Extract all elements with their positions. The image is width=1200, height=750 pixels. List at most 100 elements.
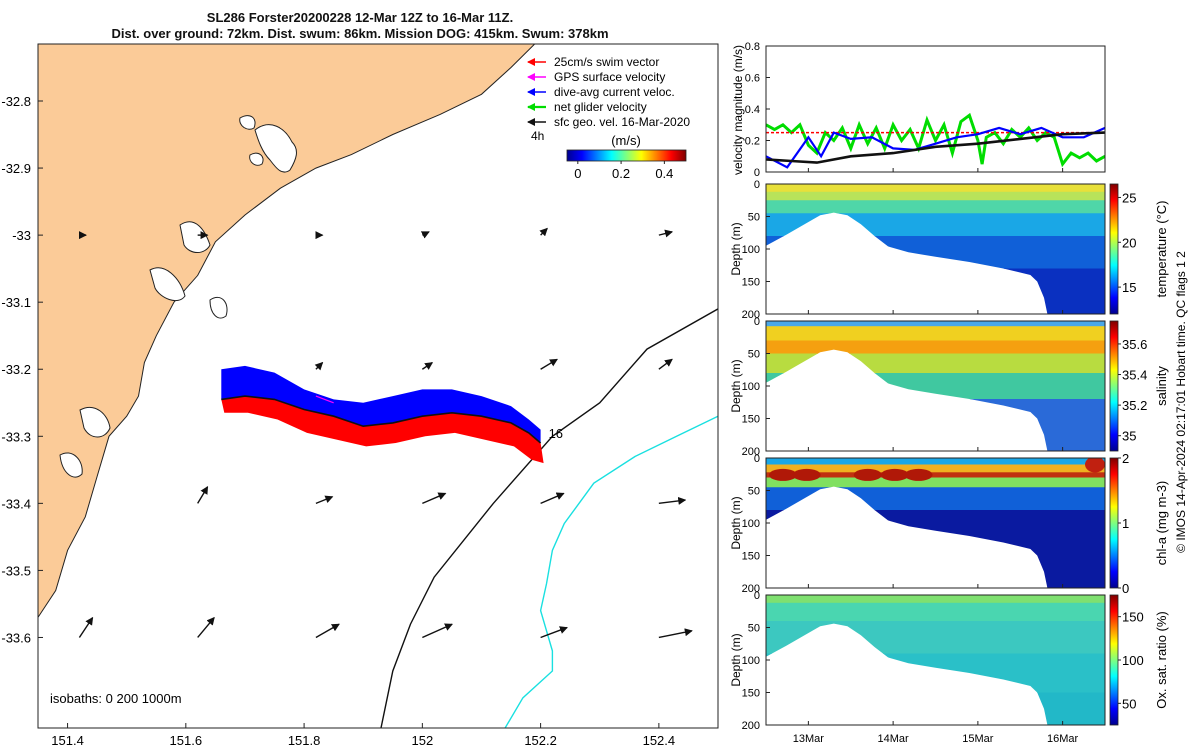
section-y-tick-label: 100 bbox=[742, 381, 760, 393]
section-panel-chl-a: 0 50 100 150 200 Depth (m) 0 1 2 chl-a (mg m-3) bbox=[729, 451, 1169, 596]
section-colorbar bbox=[1109, 594, 1119, 726]
section-y-tick-label: 200 bbox=[742, 583, 760, 595]
section-band bbox=[766, 184, 1105, 193]
map-y-tick-label: -33.6 bbox=[1, 630, 31, 645]
section-panel-salinity: 0 50 100 150 200 Depth (m) 35 35.2 35.4 35.6 salin… bbox=[729, 316, 1169, 458]
legend-dive-avg-label: dive-avg current veloc. bbox=[554, 85, 675, 99]
figure-title-line1: SL286 Forster20200228 12-Mar 12Z to 16-M… bbox=[206, 10, 514, 25]
section-band bbox=[766, 477, 1105, 488]
section-y-label: Depth (m) bbox=[729, 633, 743, 686]
map-colorbar: (m/s) 0 0.2 0.4 bbox=[566, 133, 687, 181]
map-x-tick-label: 152.2 bbox=[524, 733, 557, 748]
geo-velocity-arrow bbox=[658, 496, 687, 505]
time-step-label: 4h bbox=[531, 129, 544, 143]
isobath-1000m bbox=[504, 415, 718, 728]
velocity-panel-background bbox=[766, 46, 1105, 172]
dive-avg-current-swath bbox=[221, 365, 541, 443]
section-colorbar-tick-label: 35.2 bbox=[1122, 398, 1147, 413]
section-colorbar-tick-label: 2 bbox=[1122, 451, 1129, 466]
map-y-tick-label: -33.4 bbox=[1, 496, 31, 511]
map-legend: 25cm/s swim vector GPS surface velocity … bbox=[527, 55, 690, 143]
gps-velocity-vector bbox=[315, 395, 334, 404]
section-colorbar-tick-label: 1 bbox=[1122, 516, 1129, 531]
estuary-inlets bbox=[59, 115, 297, 478]
legend-net-velocity-label: net glider velocity bbox=[554, 100, 647, 114]
section-colorbar-tick-label: 25 bbox=[1122, 190, 1136, 205]
velocity-series-line bbox=[766, 112, 1105, 168]
map-y-axis: -32.8 -32.9 -33 -33.1 -33.2 -33.3 -33.4 -33.5 -3… bbox=[1, 94, 43, 645]
track-end-label: 16 bbox=[549, 426, 563, 441]
geo-velocity-arrow bbox=[314, 361, 324, 371]
geo-velocity-arrow bbox=[540, 358, 558, 370]
section-band bbox=[766, 464, 1105, 473]
isobath-200m bbox=[380, 308, 718, 728]
legend-swim-vector-label: 25cm/s swim vector bbox=[554, 55, 659, 69]
velocity-y-tick-label: 0 bbox=[754, 167, 760, 179]
geo-velocity-arrow bbox=[421, 362, 434, 370]
section-band bbox=[766, 458, 1105, 465]
section-band bbox=[766, 200, 1105, 214]
map-x-tick-label: 151.6 bbox=[170, 733, 203, 748]
velocity-y-label: velocity magnitude (m/s) bbox=[731, 45, 745, 175]
section-y-tick-label: 0 bbox=[754, 179, 760, 191]
geo-velocity-arrow bbox=[540, 492, 565, 504]
map-x-axis: 151.4 151.6 151.8 152 152.2 152.4 bbox=[51, 723, 675, 748]
section-y-tick-label: 150 bbox=[742, 414, 760, 426]
map-y-tick-label: -33.5 bbox=[1, 563, 31, 578]
section-band bbox=[766, 595, 1105, 604]
map-y-tick-label: -33.1 bbox=[1, 295, 31, 310]
section-band bbox=[766, 326, 1105, 341]
chl-max-patch bbox=[853, 468, 882, 481]
map-x-tick-label: 152 bbox=[411, 733, 433, 748]
section-x-tick-label: 13Mar bbox=[793, 733, 825, 745]
section-y-tick-label: 100 bbox=[742, 244, 760, 256]
velocity-series bbox=[766, 112, 1105, 169]
geo-velocity-arrow bbox=[420, 231, 430, 239]
map-y-tick-label: -32.9 bbox=[1, 161, 31, 176]
section-panel-oxygen: 0 50 100 150 200 Depth (m) 50 100 150 Ox. sat. ra… bbox=[729, 590, 1169, 732]
section-colorbar-tick-label: 150 bbox=[1122, 610, 1144, 625]
section-colorbar bbox=[1109, 457, 1119, 589]
section-colorbar-label: chl-a (mg m-3) bbox=[1154, 481, 1169, 566]
isobaths-label: isobaths: 0 200 1000m bbox=[50, 691, 182, 706]
legend-geo-velocity-label: sfc geo. vel. 16-Mar-2020 bbox=[554, 115, 690, 129]
section-colorbar-label: Ox. sat. ratio (%) bbox=[1154, 611, 1169, 709]
section-colorbar-tick-label: 100 bbox=[1122, 653, 1144, 668]
section-y-tick-label: 100 bbox=[742, 518, 760, 530]
section-band bbox=[766, 321, 1105, 327]
velocity-series-line bbox=[766, 126, 1105, 169]
land-mass bbox=[38, 44, 536, 619]
section-y-tick-label: 0 bbox=[754, 453, 760, 465]
velocity-y-axis: 0 0.2 0.4 0.6 0.8 bbox=[745, 41, 770, 179]
velocity-series-line bbox=[766, 131, 1105, 164]
map-colorbar-gradient bbox=[566, 149, 687, 162]
section-colorbar-tick-label: 35.4 bbox=[1122, 368, 1147, 383]
geo-velocity-arrow bbox=[539, 227, 548, 237]
map-x-tick-label: 152.4 bbox=[643, 733, 676, 748]
glider-track bbox=[221, 395, 542, 444]
section-band bbox=[766, 602, 1105, 622]
section-colorbar bbox=[1109, 183, 1119, 315]
map-colorbar-unit: (m/s) bbox=[611, 133, 641, 148]
map-frame bbox=[37, 43, 719, 729]
map-x-tick-label: 151.4 bbox=[51, 733, 84, 748]
section-panel-temperature: 0 50 100 150 200 Depth (m) 15 20 25 temperature (… bbox=[729, 179, 1169, 321]
section-y-tick-label: 50 bbox=[748, 212, 760, 224]
section-y-tick-label: 50 bbox=[748, 349, 760, 361]
geo-velocity-arrow bbox=[315, 495, 334, 505]
section-colorbar-label: salinity bbox=[1154, 366, 1169, 406]
section-colorbar-label: temperature (°C) bbox=[1154, 201, 1169, 298]
geo-velocity-arrow bbox=[197, 616, 215, 638]
map-y-tick-label: -33 bbox=[12, 228, 31, 243]
section-y-label: Depth (m) bbox=[729, 222, 743, 275]
map-y-tick-label: -33.3 bbox=[1, 429, 31, 444]
geo-velocity-arrow bbox=[197, 485, 209, 504]
map-colorbar-tick-label: 0.4 bbox=[655, 166, 673, 181]
section-x-axis: 13Mar 14Mar 15Mar 16Mar bbox=[793, 168, 1079, 745]
velocity-y-tick-label: 0.6 bbox=[745, 73, 760, 85]
section-x-tick-label: 16Mar bbox=[1047, 733, 1079, 745]
glider-track-swaths bbox=[221, 365, 544, 464]
map-colorbar-ticks: 0 0.2 0.4 bbox=[574, 161, 673, 181]
